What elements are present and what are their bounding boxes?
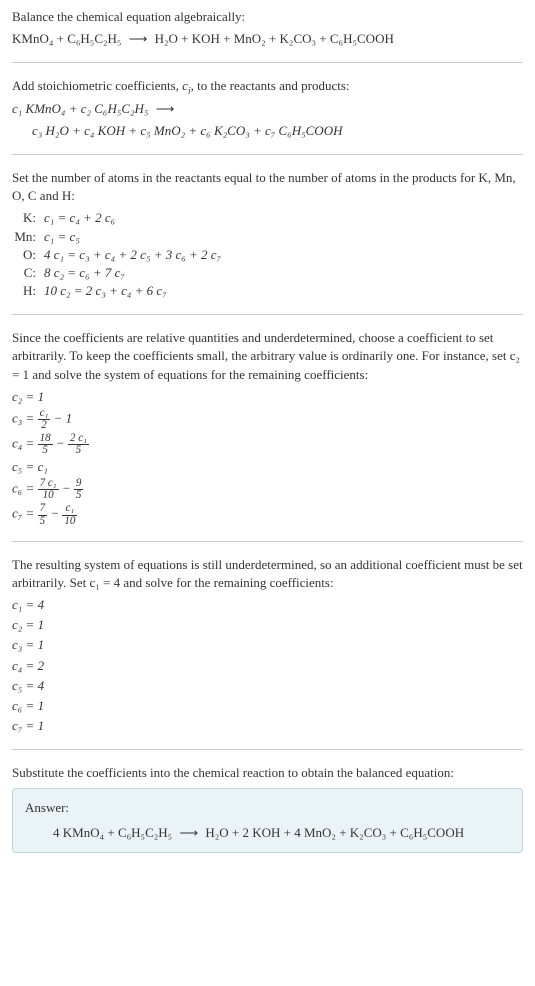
atom-equation: c₁ = c₅	[44, 228, 523, 246]
atom-element: Mn:	[12, 228, 44, 246]
coef-row: c₆ = 1	[12, 697, 523, 715]
section-add-coefficients: Add stoichiometric coefficients, ci, to …	[12, 77, 523, 140]
atom-row: C: 8 c₂ = c₆ + 7 c₇	[12, 264, 523, 282]
atom-table: K: c₁ = c₄ + 2 c₆ Mn: c₁ = c₅ O: 4 c₁ = …	[12, 209, 523, 300]
fraction: 7 c₁10	[38, 478, 59, 501]
section-intro: Balance the chemical equation algebraica…	[12, 8, 523, 48]
coef-row: c₇ = 75 − c₁10	[12, 503, 523, 526]
section-solve-1: Since the coefficients are relative quan…	[12, 329, 523, 526]
atom-equation: c₁ = c₄ + 2 c₆	[44, 209, 523, 227]
answer-label: Answer:	[25, 799, 510, 817]
atom-row: Mn: c₁ = c₅	[12, 228, 523, 246]
divider	[12, 749, 523, 750]
final-para: Substitute the coefficients into the che…	[12, 764, 523, 782]
atom-element: H:	[12, 282, 44, 300]
coef-row: c₃ = 1	[12, 636, 523, 654]
eq-lhs: 4 KMnO₄ + C₆H₅C₂H₅	[53, 825, 172, 840]
atom-row: O: 4 c₁ = c₃ + c₄ + 2 c₅ + 3 c₆ + 2 c₇	[12, 246, 523, 264]
coef-row: c₄ = 185 − 2 c₁5	[12, 433, 523, 456]
fraction: c₁10	[62, 503, 77, 526]
atom-row: H: 10 c₂ = 2 c₃ + c₄ + 6 c₇	[12, 282, 523, 300]
atom-element: K:	[12, 209, 44, 227]
fraction: 95	[74, 478, 84, 501]
eq-rhs: H₂O + 2 KOH + 4 MnO₂ + K₂CO₃ + C₆H₅COOH	[205, 825, 464, 840]
atom-element: O:	[12, 246, 44, 264]
eq-rhs: H₂O + KOH + MnO₂ + K₂CO₃ + C₆H₅COOH	[155, 31, 394, 46]
fraction: 75	[38, 503, 48, 526]
atom-equation: 4 c₁ = c₃ + c₄ + 2 c₅ + 3 c₆ + 2 c₇	[44, 246, 523, 264]
arrow-icon: ⟶	[125, 31, 152, 46]
divider	[12, 314, 523, 315]
answer-box: Answer: 4 KMnO₄ + C₆H₅C₂H₅ ⟶ H₂O + 2 KOH…	[12, 788, 523, 852]
atom-element: C:	[12, 264, 44, 282]
section-final: Substitute the coefficients into the che…	[12, 764, 523, 853]
coef-row: c₅ = 4	[12, 677, 523, 695]
solve-para: Since the coefficients are relative quan…	[12, 329, 523, 384]
arrow-icon: ⟶	[175, 825, 202, 840]
coef-row: c₃ = c₁2 − 1	[12, 408, 523, 431]
coef-row: c₆ = 7 c₁10 − 95	[12, 478, 523, 501]
coef-row: c₄ = 2	[12, 657, 523, 675]
intro-text: Balance the chemical equation algebraica…	[12, 8, 523, 26]
arrow-icon: ⟶	[152, 101, 179, 116]
fraction: 185	[38, 433, 53, 456]
coef-row: c₅ = c₁	[12, 458, 523, 476]
section-atom-equations: Set the number of atoms in the reactants…	[12, 169, 523, 300]
atom-intro: Set the number of atoms in the reactants…	[12, 169, 523, 205]
coef-equation-rhs: c₃ H₂O + c₄ KOH + c₅ MnO₂ + c₆ K₂CO₃ + c…	[12, 122, 523, 140]
coef-list: c₁ = 4 c₂ = 1 c₃ = 1 c₄ = 2 c₅ = 4 c₆ = …	[12, 596, 523, 735]
add-coef-text: Add stoichiometric coefficients, ci, to …	[12, 77, 523, 95]
divider	[12, 62, 523, 63]
atom-equation: 10 c₂ = 2 c₃ + c₄ + 6 c₇	[44, 282, 523, 300]
atom-equation: 8 c₂ = c₆ + 7 c₇	[44, 264, 523, 282]
coef-row: c₇ = 1	[12, 717, 523, 735]
coef-equation: c₁ KMnO₄ + c₂ C₆H₅C₂H₅ ⟶	[12, 100, 523, 118]
divider	[12, 541, 523, 542]
unbalanced-equation: KMnO₄ + C₆H₅C₂H₅ ⟶ H₂O + KOH + MnO₂ + K₂…	[12, 30, 523, 48]
coef-row: c₂ = 1	[12, 616, 523, 634]
section-solve-2: The resulting system of equations is sti…	[12, 556, 523, 736]
eq-lhs: c₁ KMnO₄ + c₂ C₆H₅C₂H₅	[12, 101, 148, 116]
solve-para: The resulting system of equations is sti…	[12, 556, 523, 592]
divider	[12, 154, 523, 155]
fraction: 2 c₁5	[68, 433, 89, 456]
coef-row: c₂ = 1	[12, 388, 523, 406]
eq-rhs: c₃ H₂O + c₄ KOH + c₅ MnO₂ + c₆ K₂CO₃ + c…	[32, 123, 342, 138]
coef-row: c₁ = 4	[12, 596, 523, 614]
atom-row: K: c₁ = c₄ + 2 c₆	[12, 209, 523, 227]
eq-lhs: KMnO₄ + C₆H₅C₂H₅	[12, 31, 121, 46]
balanced-equation: 4 KMnO₄ + C₆H₅C₂H₅ ⟶ H₂O + 2 KOH + 4 MnO…	[25, 824, 510, 842]
fraction: c₁2	[38, 408, 51, 431]
coef-list: c₂ = 1 c₃ = c₁2 − 1 c₄ = 185 − 2 c₁5 c₅ …	[12, 388, 523, 527]
